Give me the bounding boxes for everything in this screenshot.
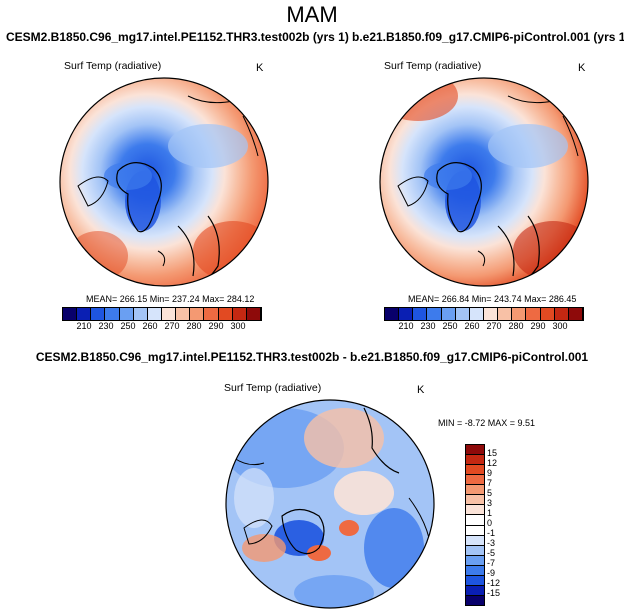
colorbar-tick-label: -7 [487,558,496,568]
colorbar-tick-label: 260 [464,321,480,331]
greenland-coastline [116,162,162,233]
panel2-run-title: b.e21.B1850.f09_g17.CMIP6-piControl.001 … [352,30,624,44]
colorbar-tick-label: 12 [487,458,498,468]
colorbar-swatch [526,308,541,320]
diff-minmax: MIN = -8.72 MAX = 9.51 [438,418,536,428]
colorbar-swatch [161,308,177,320]
colorbar-swatch [554,308,569,320]
colorbar-swatch [466,595,484,605]
colorbar-swatch [63,308,78,320]
colorbar-tick-label: 290 [530,321,546,331]
colorbar-tick-label: 210 [76,321,92,331]
colorbar-tick-label: 210 [398,321,414,331]
colorbar-swatch [133,308,148,320]
colorbar-swatch [91,308,106,320]
colorbar-swatch [540,308,555,320]
colorbar-tick-label: -1 [487,528,496,538]
colorbar-swatch [455,308,470,320]
colorbar-swatch [385,308,400,320]
colorbar-tick-label: 270 [486,321,502,331]
colorbar-swatch [466,565,484,576]
colorbar-swatch [512,308,527,320]
colorbar-swatch [176,308,191,320]
diff-units: K [417,384,425,396]
colorbar-tick-label: 1 [487,508,493,518]
colorbar-tick-label: 0 [487,518,493,528]
diff-variable-label: Surf Temp (radiative) [224,382,322,394]
colorbar-swatch [466,545,484,556]
colorbar-tick-label: 270 [164,321,180,331]
panel1-units: K [256,62,264,74]
colorbar-swatch [466,485,484,496]
panel1-polar-map [59,77,269,287]
colorbar-swatch [105,308,120,320]
colorbar-swatch [427,308,442,320]
colorbar-tick-label: -3 [487,538,496,548]
colorbar-swatch [466,555,484,566]
colorbar-swatch [77,308,92,320]
colorbar-tick-label: 9 [487,468,493,478]
colorbar-swatch [246,308,261,320]
colorbar-swatch [466,505,484,516]
colorbar-swatch [147,308,162,320]
colorbar-tick-label: 260 [142,321,158,331]
colorbar-swatch [441,308,456,320]
colorbar-tick-label: -15 [487,588,501,598]
colorbar-swatch [413,308,428,320]
colorbar-swatch [466,445,484,456]
colorbar-swatch [568,308,583,320]
colorbar-tick-label: -12 [487,578,501,588]
panel1-variable-label: Surf Temp (radiative) [64,60,162,72]
colorbar-swatch [466,585,484,596]
page-title: MAM [286,2,338,27]
panel2-units: K [578,62,586,74]
panel1-stats: MEAN= 266.15 Min= 237.24 Max= 284.12 [86,294,255,304]
panel2-colorbar-ticks: 210 230 250 260 270 280 290 300 [384,321,582,333]
colorbar-swatch [119,308,134,320]
panel2-colorbar [384,307,584,321]
colorbar-swatch [232,308,247,320]
colorbar-swatch [466,475,484,486]
colorbar-tick-label: 280 [508,321,524,331]
colorbar-tick-label: 300 [552,321,568,331]
panel2-stats: MEAN= 266.84 Min= 243.74 Max= 286.45 [408,294,577,304]
colorbar-swatch [190,308,205,320]
colorbar-swatch [466,455,484,466]
panel2-polar-map [379,77,589,287]
panel1-colorbar-ticks: 210 230 250 260 270 280 290 300 [62,321,260,333]
colorbar-tick-label: 7 [487,478,493,488]
diff-colorbar [465,444,485,606]
colorbar-swatch [399,308,414,320]
colorbar-swatch [218,308,233,320]
colorbar-tick-label: -5 [487,548,496,558]
colorbar-swatch [466,465,484,476]
panel1-colorbar [62,307,262,321]
colorbar-tick-label: -9 [487,568,496,578]
colorbar-tick-label: 3 [487,498,493,508]
diff-run-title: CESM2.B1850.C96_mg17.intel.PE1152.THR3.t… [35,350,589,364]
colorbar-swatch [498,308,513,320]
colorbar-swatch [204,308,219,320]
colorbar-tick-label: 300 [230,321,246,331]
colorbar-swatch [466,525,484,536]
colorbar-swatch [466,575,484,586]
colorbar-swatch [466,535,484,546]
colorbar-tick-label: 230 [98,321,114,331]
colorbar-tick-label: 230 [420,321,436,331]
panel1-run-title: CESM2.B1850.C96_mg17.intel.PE1152.THR3.t… [6,30,349,44]
diff-polar-map [225,399,435,609]
colorbar-swatch [469,308,484,320]
colorbar-tick-label: 250 [120,321,136,331]
colorbar-swatch [483,308,499,320]
colorbar-tick-label: 250 [442,321,458,331]
colorbar-tick-label: 5 [487,488,493,498]
panel2-variable-label: Surf Temp (radiative) [384,60,482,72]
diff-colorbar-ticks: 15 12 9 7 5 3 1 0 -1 -3 -5 -7 -9 -12 -15 [487,444,517,604]
colorbar-swatch [466,495,484,506]
colorbar-tick-label: 15 [487,448,498,458]
colorbar-tick-label: 290 [208,321,224,331]
colorbar-swatch [466,515,484,526]
colorbar-tick-label: 280 [186,321,202,331]
